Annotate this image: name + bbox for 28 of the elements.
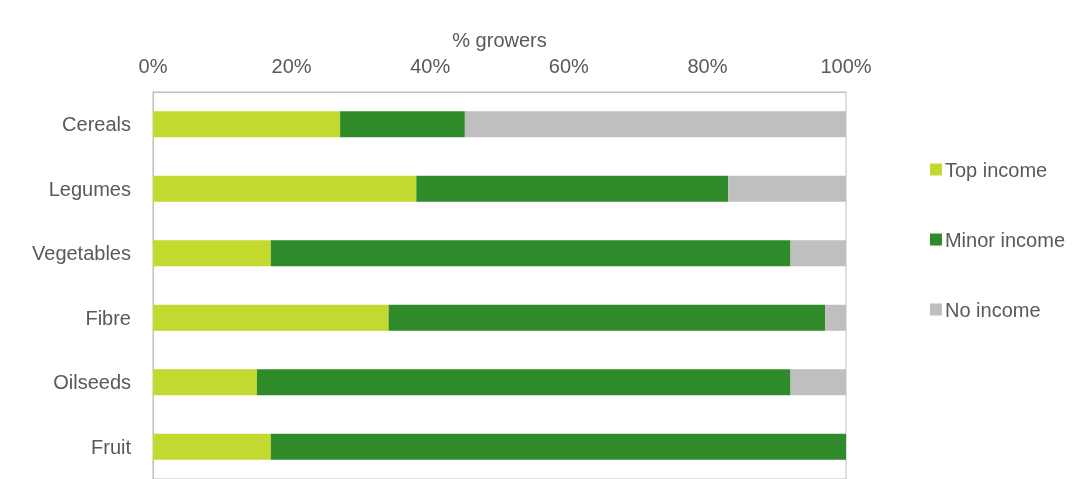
x-axis-title: % growers	[452, 29, 547, 51]
y-tick-label: Oilseeds	[53, 371, 131, 394]
bar	[270, 240, 791, 267]
legend-label: Top income	[944, 158, 1048, 181]
x-tick-label: 80%	[687, 55, 728, 77]
bar	[153, 240, 271, 267]
bar	[153, 433, 271, 460]
x-tick-label: 100%	[820, 55, 872, 77]
y-tick-label: Legumes	[48, 177, 131, 200]
legend-label: No income	[944, 298, 1041, 321]
bar	[270, 433, 846, 460]
legend-label: Minor income	[944, 228, 1066, 251]
y-tick-label: Cereals	[62, 113, 131, 136]
x-tick-label: 20%	[271, 55, 312, 77]
y-tick-label: Fruit	[91, 435, 132, 458]
bar	[153, 111, 341, 138]
x-tick-label: 40%	[410, 55, 451, 77]
x-tick-label: 60%	[548, 55, 590, 77]
bar	[256, 369, 791, 396]
bar	[153, 369, 257, 396]
x-tick-label: 0%	[138, 55, 168, 77]
bar	[388, 304, 826, 331]
bar	[153, 304, 389, 331]
bar	[153, 175, 417, 202]
bar	[416, 175, 729, 202]
bar	[340, 111, 465, 138]
y-tick-label: Vegetables	[32, 242, 131, 265]
y-tick-label: Fibre	[85, 306, 131, 329]
